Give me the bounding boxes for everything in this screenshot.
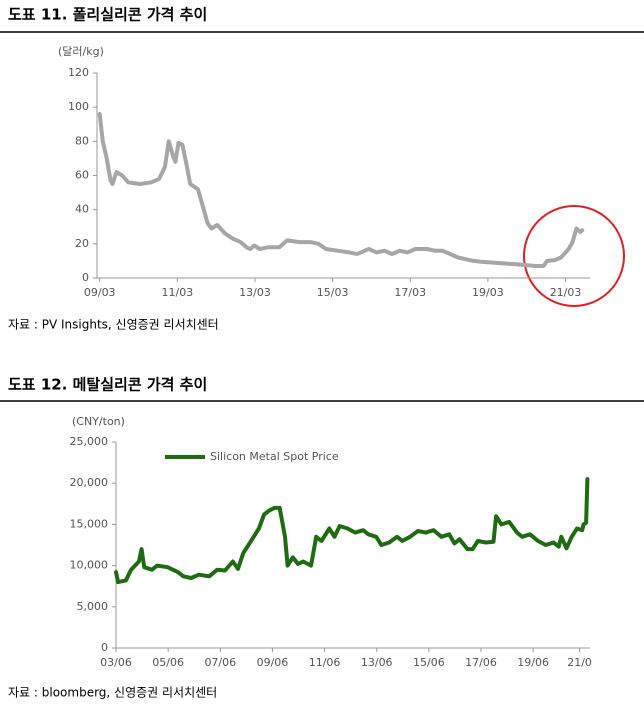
source-note: 자료 : PV Insights, 신영증권 리서치센터 [8, 318, 219, 332]
y-tick-label: 0 [82, 271, 89, 284]
y-axis-label: (CNY/ton) [72, 415, 125, 428]
y-tick-label: 100 [68, 100, 89, 113]
y-tick-label: 0 [101, 641, 108, 654]
y-tick-label: 120 [68, 66, 89, 79]
x-tick-label: 19/06 [517, 656, 549, 669]
x-tick-label: 13/06 [361, 656, 393, 669]
x-tick-label: 13/03 [239, 286, 271, 299]
y-tick-label: 20 [75, 237, 89, 250]
y-tick-label: 5,000 [77, 600, 109, 613]
y-tick-label: 25,000 [70, 435, 109, 448]
x-tick-label: 15/06 [413, 656, 445, 669]
y-tick-label: 80 [75, 134, 89, 147]
data-line [114, 477, 590, 585]
data-line [97, 112, 585, 268]
x-tick-label: 19/03 [472, 286, 504, 299]
highlight-circle [523, 205, 625, 307]
x-tick-label: 21/0 [567, 656, 592, 669]
x-tick-label: 11/03 [162, 286, 194, 299]
y-tick-label: 60 [75, 169, 89, 182]
x-tick-label: 15/03 [317, 286, 349, 299]
x-tick-label: 21/03 [550, 286, 582, 299]
y-axis-label: (달러/kg) [58, 45, 104, 58]
y-tick-label: 15,000 [70, 517, 109, 530]
y-tick-label: 20,000 [70, 476, 109, 489]
x-tick-label: 09/03 [84, 286, 116, 299]
x-tick-label: 09/06 [257, 656, 289, 669]
x-tick-label: 07/06 [204, 656, 236, 669]
x-tick-label: 03/06 [100, 656, 132, 669]
x-tick-label: 05/06 [152, 656, 184, 669]
legend-label: Silicon Metal Spot Price [210, 450, 339, 463]
y-tick-label: 10,000 [70, 559, 109, 572]
x-tick-label: 11/06 [309, 656, 341, 669]
x-tick-label: 17/03 [394, 286, 426, 299]
source-note: 자료 : bloomberg, 신영증권 리서치센터 [8, 686, 217, 700]
chart-title: 도표 12. 메탈실리콘 가격 추이 [8, 376, 207, 394]
chart-title: 도표 11. 폴리실리콘 가격 추이 [8, 6, 207, 24]
x-tick-label: 17/06 [465, 656, 497, 669]
y-tick-label: 40 [75, 203, 89, 216]
